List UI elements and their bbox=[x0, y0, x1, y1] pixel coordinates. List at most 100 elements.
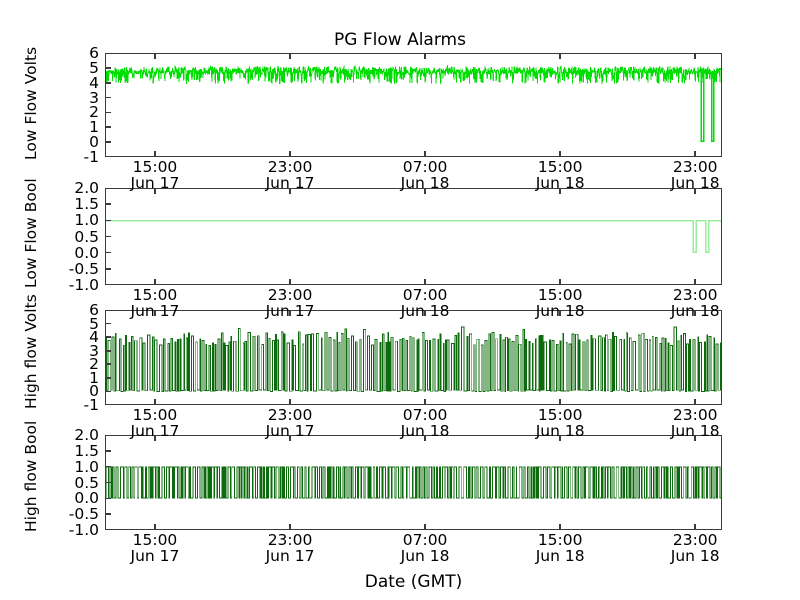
xtick-label: 15:00 Jun 17 bbox=[131, 159, 180, 192]
xtick-mark bbox=[289, 399, 291, 405]
ytick-label: 3 bbox=[89, 88, 99, 107]
ytick-label: 0.5 bbox=[74, 473, 99, 492]
xtick-label: 23:00 Jun 18 bbox=[670, 531, 720, 565]
ytick-label: 2 bbox=[89, 355, 99, 374]
xtick-date: Jun 18 bbox=[400, 173, 450, 192]
xtick-mark bbox=[694, 188, 697, 194]
xtick-label: 15:00 Jun 18 bbox=[536, 406, 585, 440]
xtick-mark bbox=[559, 310, 561, 316]
subplot-low-flow-volts[interactable] bbox=[105, 53, 722, 157]
xtick-time: 23:00 bbox=[672, 286, 718, 304]
xtick-mark bbox=[289, 151, 291, 157]
xtick-time: 15:00 bbox=[537, 531, 583, 549]
xtick-mark bbox=[694, 435, 697, 441]
ytick-label: 6 bbox=[89, 44, 99, 62]
ytick-mark bbox=[105, 450, 111, 452]
xtick-mark bbox=[424, 151, 426, 157]
xtick-date: Jun 17 bbox=[265, 421, 315, 440]
ylabel-low-flow-bool: Low Flow Bool bbox=[22, 178, 40, 288]
ytick-mark bbox=[105, 67, 111, 69]
ytick-mark bbox=[105, 390, 111, 393]
ytick-mark bbox=[105, 203, 111, 205]
xtick-time: 23:00 bbox=[267, 531, 313, 549]
ytick-label: 0.5 bbox=[74, 227, 99, 246]
xtick-label: 23:00 Jun 17 bbox=[265, 406, 315, 440]
xtick-mark bbox=[154, 310, 156, 316]
xtick-mark bbox=[424, 188, 426, 194]
xtick-mark bbox=[154, 279, 156, 285]
subplot-high-flow-bool[interactable] bbox=[105, 435, 722, 530]
xtick-date: Jun 17 bbox=[130, 421, 180, 440]
ytick-mark bbox=[105, 322, 111, 325]
xtick-time: 15:00 bbox=[132, 286, 178, 304]
ylabel-high-flow-volts: High flow Volts bbox=[22, 294, 40, 409]
ytick-label: 1 bbox=[89, 118, 99, 137]
xtick-time: 07:00 bbox=[402, 286, 448, 304]
xtick-time: 23:00 bbox=[267, 406, 313, 424]
xtick-label: 23:00 Jun 17 bbox=[266, 286, 315, 320]
xtick-time: 23:00 bbox=[672, 531, 718, 549]
xtick-label: 23:00 Jun 18 bbox=[671, 407, 720, 440]
xtick-date: Jun 17 bbox=[130, 546, 180, 565]
xtick-time: 15:00 bbox=[537, 406, 583, 424]
ytick-label: 2.0 bbox=[74, 426, 99, 444]
xtick-label: 15:00 Jun 18 bbox=[536, 159, 585, 192]
xtick-mark bbox=[289, 310, 291, 316]
ytick-label: 1.0 bbox=[74, 211, 99, 230]
xtick-mark bbox=[559, 151, 561, 157]
ytick-label: 5 bbox=[89, 314, 99, 333]
high-flow-volts-plot-area bbox=[106, 326, 721, 392]
ytick-mark bbox=[105, 235, 111, 238]
ytick-mark bbox=[105, 251, 111, 254]
xtick-mark bbox=[289, 279, 291, 285]
xtick-label: 23:00 Jun 17 bbox=[265, 531, 315, 565]
xtick-mark bbox=[289, 53, 291, 59]
xtick-mark bbox=[559, 399, 561, 405]
xtick-label: 23:00 Jun 18 bbox=[671, 159, 720, 192]
xtick-mark bbox=[559, 435, 561, 441]
ytick-label: 0 bbox=[89, 382, 99, 401]
xtick-mark bbox=[694, 279, 697, 285]
high-flow-bool-plot-area bbox=[106, 466, 721, 499]
xtick-time: 07:00 bbox=[402, 406, 448, 424]
ytick-label: 0 bbox=[89, 133, 99, 152]
xtick-time: 15:00 bbox=[537, 286, 583, 304]
xtick-time: 07:00 bbox=[402, 531, 448, 549]
xtick-mark bbox=[154, 435, 156, 441]
ytick-label: 2 bbox=[89, 103, 99, 122]
ytick-mark bbox=[105, 126, 111, 129]
subplot-low-flow-bool[interactable] bbox=[105, 188, 722, 285]
xtick-mark bbox=[424, 53, 426, 59]
ytick-label: -0.5 bbox=[68, 259, 99, 278]
ytick-mark bbox=[105, 81, 111, 84]
xtick-mark bbox=[559, 53, 561, 59]
low-flow-bool-plot-area bbox=[106, 219, 721, 254]
xtick-mark bbox=[424, 524, 426, 530]
xtick-date: Jun 18 bbox=[670, 546, 720, 565]
xtick-label: 15:00 Jun 17 bbox=[130, 531, 180, 565]
ytick-mark bbox=[105, 111, 111, 114]
ylabel-low-flow-volts: Low Flow Volts bbox=[22, 46, 40, 160]
ytick-mark bbox=[105, 141, 111, 143]
xtick-time: 15:00 bbox=[132, 531, 178, 549]
ytick-mark bbox=[105, 349, 111, 352]
chart-title: PG Flow Alarms bbox=[334, 30, 466, 50]
xtick-date: Jun 17 bbox=[265, 546, 315, 565]
ytick-mark bbox=[105, 363, 111, 366]
xtick-mark bbox=[559, 524, 561, 530]
xtick-label: 15:00 Jun 17 bbox=[130, 406, 180, 440]
xtick-mark bbox=[154, 399, 156, 405]
subplot-high-flow-volts[interactable] bbox=[105, 310, 722, 405]
xtick-label: 07:00 Jun 18 bbox=[401, 531, 450, 565]
xtick-date: Jun 18 bbox=[535, 546, 585, 565]
xtick-mark bbox=[694, 310, 697, 316]
xtick-time: 23:00 bbox=[267, 286, 313, 304]
ytick-label: 1 bbox=[89, 368, 99, 387]
xtick-mark bbox=[424, 310, 426, 316]
xtick-time: 15:00 bbox=[132, 406, 178, 424]
ytick-label: -1 bbox=[83, 148, 99, 166]
ytick-label: 3 bbox=[89, 341, 99, 360]
xtick-date: Jun 18 bbox=[400, 421, 450, 440]
ytick-mark bbox=[105, 336, 111, 338]
